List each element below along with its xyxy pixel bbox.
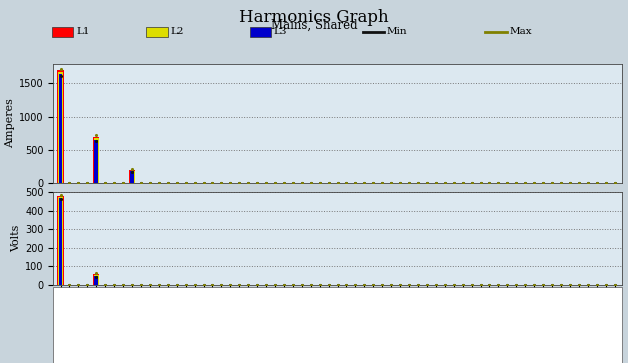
Text: Max: Max [509,28,532,36]
Y-axis label: Volts: Volts [11,225,21,252]
Bar [94,276,98,285]
Bar [130,171,134,183]
Bar [93,274,99,285]
Text: Mains, Shared: Mains, Shared [271,19,357,32]
Bar [59,198,62,285]
Y-axis label: Amperes: Amperes [5,98,15,148]
Bar [59,74,62,183]
Bar [94,140,98,183]
Text: Harmonics Graph: Harmonics Graph [239,9,389,26]
Bar [93,137,99,183]
Bar [94,275,99,285]
Bar [58,197,63,285]
Text: L2: L2 [170,28,183,36]
Bar [129,171,134,183]
Text: L1: L1 [76,28,89,36]
Bar [94,138,99,183]
Text: L3: L3 [274,28,287,36]
Bar [129,170,135,183]
Bar [57,70,63,183]
Text: Min: Min [387,28,408,36]
Bar [57,196,63,285]
Bar [58,72,63,183]
